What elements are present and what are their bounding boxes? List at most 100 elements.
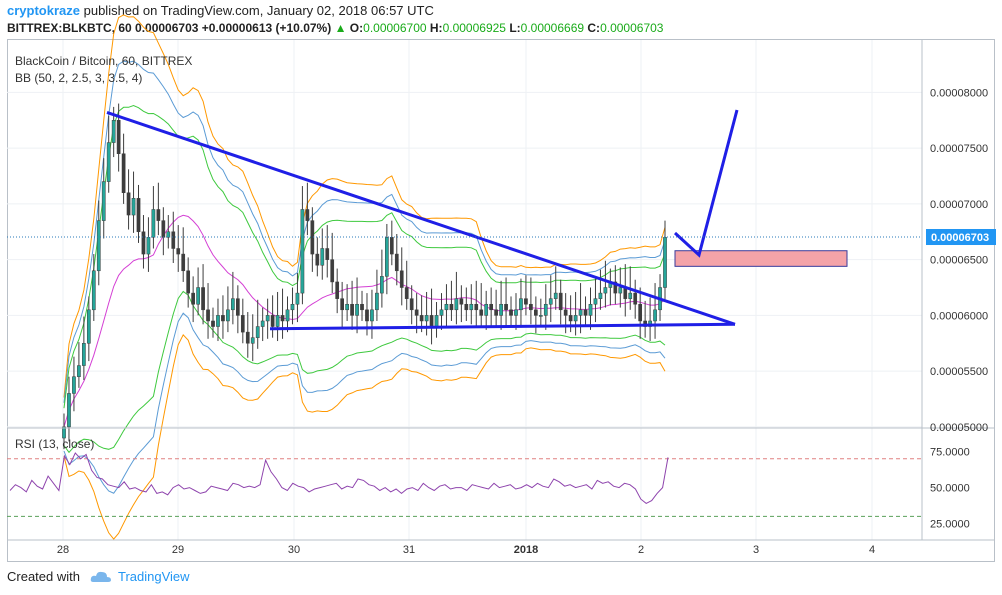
candle-body: [335, 281, 340, 299]
candle-body: [489, 303, 494, 311]
candle-body: [434, 315, 439, 327]
candle-body: [459, 298, 464, 305]
candle-body: [231, 298, 235, 311]
candle-body: [196, 287, 200, 305]
price-tick-label: 0.00007000: [930, 199, 988, 211]
tradingview-brand-link[interactable]: TradingView: [117, 569, 190, 584]
chart-title: BlackCoin / Bitcoin, 60, BITTREX: [15, 54, 192, 68]
candle-body: [161, 220, 166, 238]
rsi-tick-label: 50.0000: [930, 483, 970, 495]
candle-body: [176, 248, 181, 255]
bollinger-band-line: [63, 312, 666, 494]
candle-body: [360, 303, 364, 311]
time-tick-label: 3: [753, 544, 759, 556]
low-value: 0.00006669: [520, 21, 585, 35]
rsi-tick-label: 75.0000: [930, 447, 970, 459]
candle-body: [548, 298, 553, 305]
candle-body: [295, 292, 300, 305]
price-tick-label: 0.00006000: [930, 310, 988, 322]
candle-body: [96, 220, 101, 272]
candle-body: [633, 292, 638, 305]
candle-body: [280, 315, 285, 322]
candle-body: [529, 303, 533, 311]
candle-body: [474, 303, 479, 311]
candle-body: [399, 270, 404, 288]
chart-grid: [7, 40, 922, 540]
candle-body: [414, 309, 419, 316]
candle-body: [101, 181, 106, 221]
candle-body: [583, 309, 588, 316]
candle-body: [151, 209, 156, 238]
candle-body: [235, 298, 240, 316]
candle-body: [365, 309, 369, 322]
close-label: C:: [587, 21, 601, 35]
candle-body: [385, 237, 389, 277]
projection-arrow: [673, 109, 739, 258]
chart-frame[interactable]: [7, 39, 995, 562]
candle-body: [598, 292, 603, 299]
candle-body: [464, 303, 469, 311]
rsi-indicator-label: RSI (13, close): [15, 437, 94, 451]
price-axis: 0.00008000 0.00007500 0.00007000 0.00006500…: [921, 39, 988, 540]
candle-body: [116, 120, 121, 154]
candle-body: [543, 303, 548, 316]
candle-body: [255, 326, 260, 338]
candle-body: [136, 198, 141, 233]
candle-body: [534, 309, 538, 316]
candle-body: [663, 237, 667, 288]
candle-body: [504, 303, 508, 311]
candle-body: [370, 309, 374, 322]
candle-body: [260, 320, 265, 327]
candle-body: [449, 303, 454, 311]
close-value: 0.00006703: [600, 21, 664, 35]
candle-body: [186, 270, 191, 294]
candle-body: [613, 281, 618, 294]
open-label: O:: [349, 21, 364, 35]
candle-body: [146, 237, 151, 255]
candle-body: [300, 209, 305, 294]
candle-body: [67, 393, 71, 428]
candle-body: [469, 303, 474, 311]
candle-body: [245, 331, 250, 344]
time-axis: 28 29 30 31 2018 2 3 4: [7, 539, 995, 556]
candle-body: [72, 376, 76, 394]
candle-body: [201, 287, 205, 311]
candle-body: [394, 253, 399, 272]
high-label: H:: [429, 21, 443, 35]
created-with-text: Created with: [7, 569, 80, 584]
candle-body: [285, 309, 290, 322]
candle-body: [563, 309, 568, 316]
candle-body: [524, 298, 528, 305]
time-tick-label: 4: [869, 544, 875, 556]
candle-body: [628, 292, 633, 299]
candle-body: [290, 303, 295, 311]
upper-trendline: [106, 111, 736, 326]
high-value: 0.00006925: [442, 21, 506, 35]
rsi-tick-label: 25.0000: [930, 519, 970, 531]
bb-indicator-label: BB (50, 2, 2.5, 3, 3.5, 4): [15, 71, 142, 85]
candle-body: [315, 253, 320, 266]
trendline-drawings: 0.00006703: [7, 109, 996, 331]
candle-body: [509, 309, 513, 316]
candle-body: [166, 231, 171, 238]
candle-body: [270, 315, 275, 327]
candle-body: [211, 320, 215, 327]
bollinger-band-line: [63, 290, 666, 454]
candle-body: [121, 153, 126, 193]
rsi-line: [9, 452, 669, 504]
candle-body: [553, 292, 558, 299]
bollinger-bands: [63, 14, 666, 540]
author-name[interactable]: cryptokraze: [7, 3, 80, 18]
candle-body: [156, 209, 161, 221]
candle-body: [77, 365, 81, 377]
price-tick-label: 0.00005500: [930, 366, 988, 378]
candle-body: [106, 142, 111, 182]
bollinger-band-line: [63, 14, 666, 398]
time-tick-label: 2: [638, 544, 644, 556]
rsi-pane: 75.0000 50.0000 25.0000: [7, 447, 970, 531]
candle-body: [573, 315, 578, 322]
candle-body: [444, 303, 449, 311]
up-arrow-icon: ▲: [334, 21, 347, 35]
candle-body: [325, 248, 330, 260]
